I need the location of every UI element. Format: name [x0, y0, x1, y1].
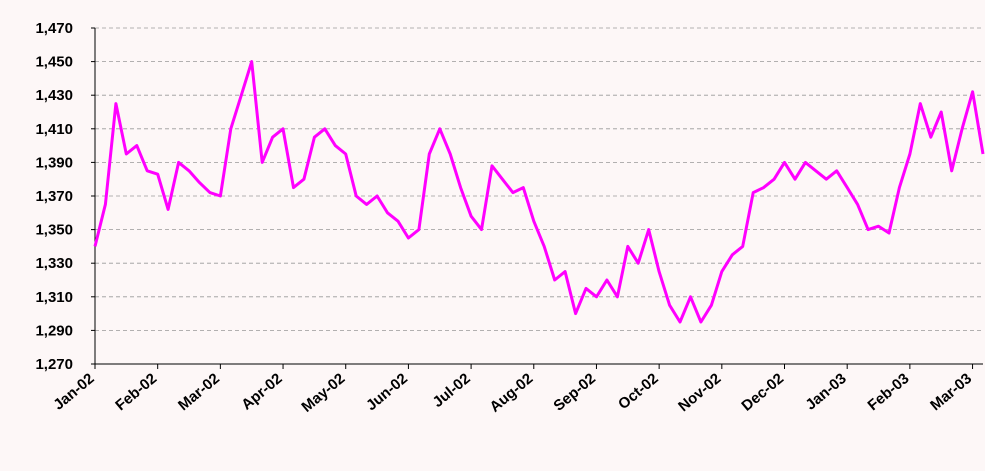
x-tick-label: Jan-03 [802, 370, 849, 414]
y-tick-label: 1,470 [35, 20, 73, 37]
y-tick-label: 1,310 [35, 289, 73, 306]
y-tick-label: 1,410 [35, 121, 73, 138]
x-tick-label: Aug-02 [486, 370, 536, 416]
x-tick-label: Sep-02 [550, 370, 599, 415]
x-tick-label: Dec-02 [738, 370, 787, 415]
x-tick-label: Oct-02 [615, 370, 662, 413]
x-tick-label: Jun-02 [363, 370, 411, 414]
y-tick-label: 1,390 [35, 154, 73, 171]
y-tick-label: 1,430 [35, 87, 73, 104]
y-tick-label: 1,450 [35, 54, 73, 71]
y-tick-label: 1,330 [35, 255, 73, 272]
y-tick-label: 1,290 [35, 322, 73, 339]
y-tick-label: 1,270 [35, 356, 73, 373]
x-tick-label: Mar-02 [175, 370, 223, 414]
x-tick-label: Mar-03 [927, 370, 975, 414]
y-tick-label: 1,350 [35, 222, 73, 239]
y-tick-label: 1,370 [35, 188, 73, 205]
data-line [93, 60, 985, 324]
x-tick-label: May-02 [298, 370, 348, 416]
x-tick-label: Apr-02 [238, 370, 285, 414]
x-tick-label: Feb-02 [112, 370, 160, 414]
x-tick-label: Feb-03 [864, 370, 912, 414]
x-tick-label: Jan-02 [50, 370, 97, 414]
x-tick-label: Nov-02 [675, 370, 724, 415]
x-tick-label: Jul-02 [430, 370, 474, 411]
